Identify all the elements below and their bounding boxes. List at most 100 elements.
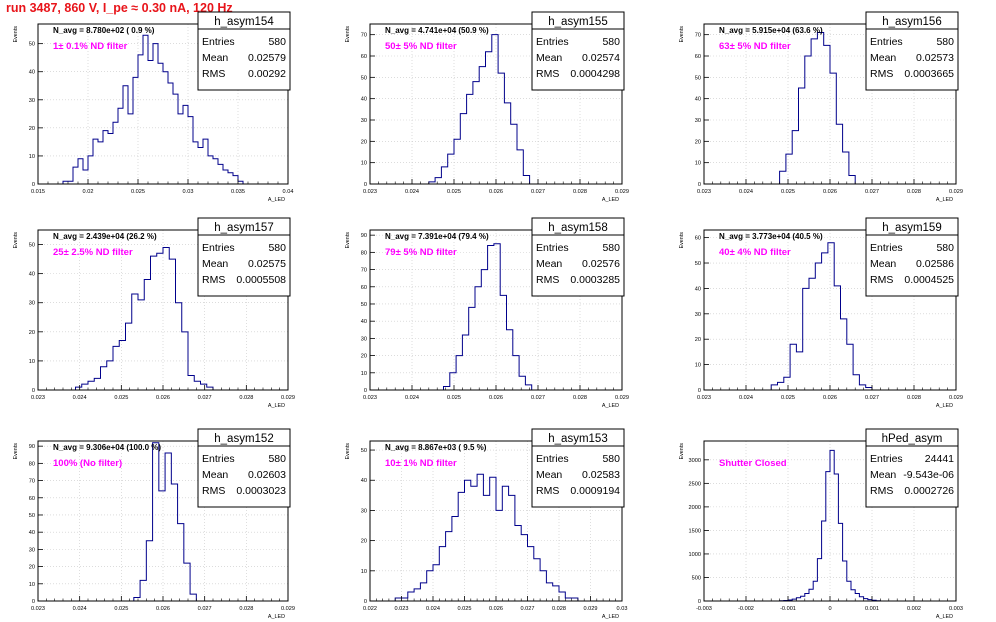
x-tick-label: 0.03 [617,606,628,612]
x-tick-label: 0.025 [114,606,128,612]
stats-value-rms: 0.00292 [248,68,286,80]
stats-key: RMS [202,485,225,497]
stats-title: h_asym156 [882,16,941,28]
x-tick-label: 0.029 [949,189,963,195]
y-tick-label: 1500 [689,528,701,534]
y-tick-label: 60 [29,496,35,502]
x-axis-label: A_LED [936,197,953,203]
stats-value-entries: 580 [936,242,954,254]
x-tick-label: 0.03 [183,189,194,195]
stats-value-rms: 0.0005508 [236,274,286,286]
stats-box [531,217,625,297]
stats-value-mean: 0.02575 [248,258,286,270]
stats-key: RMS [202,274,225,286]
histogram-panel-h_asym155: 0.023 0.024 0.025 0.026 0.027 0.028 0.029 0 10 20… [345,11,629,203]
y-tick-label: 40 [695,286,701,292]
stats-key: Entries [536,36,569,48]
navg-label: N_avg = 7.391e+04 (79.4 %) [385,232,489,241]
stats-box [865,217,959,297]
stats-key: RMS [870,485,893,497]
x-tick-label: 0.026 [823,395,837,401]
histogram-panel-h_asym156: 0.023 0.024 0.025 0.026 0.027 0.028 0.029 0 10 20… [679,11,963,203]
x-tick-label: 0.029 [281,606,295,612]
y-tick-label: 10 [29,582,35,588]
y-tick-label: 20 [29,565,35,571]
stats-value-entries: 580 [936,36,954,48]
navg-label: N_avg = 4.741e+04 (50.9 %) [385,26,489,35]
x-axis-label: A_LED [268,614,285,620]
y-tick-label: 90 [361,233,367,239]
histogram-panel-h_asym153: 0.022 0.023 0.024 0.025 0.026 0.027 0.028 0.029… [345,428,628,620]
histogram-panel-h_asym152: 0.023 0.024 0.025 0.026 0.027 0.028 0.029 0 10 20… [13,428,295,620]
x-tick-label: 0.026 [156,395,170,401]
stats-key: Entries [536,242,569,254]
histogram-steps [779,32,856,184]
histogram-panel-h_asym157: 0.023 0.024 0.025 0.026 0.027 0.028 0.029 0 10 20… [13,217,295,409]
stats-title: h_asym157 [214,222,273,234]
y-tick-label: 10 [361,161,367,167]
y-tick-label: 60 [695,54,701,60]
y-tick-label: 60 [695,236,701,242]
x-tick-label: 0.029 [615,189,629,195]
x-tick-label: 0.028 [907,395,921,401]
histogram-steps [443,243,533,390]
navg-label: N_avg = 9.306e+04 (100.0 %) [53,443,161,452]
x-axis-label: A_LED [936,614,953,620]
y-tick-label: 70 [695,33,701,39]
x-tick-label: 0.028 [907,189,921,195]
y-tick-label: 50 [361,448,367,454]
x-tick-label: 0.035 [231,189,245,195]
x-tick-label: 0.023 [697,189,711,195]
stats-value-rms: 0.0003023 [236,485,286,497]
stats-value-mean: 0.02579 [248,52,286,64]
y-tick-label: 30 [361,336,367,342]
y-tick-label: 20 [361,354,367,360]
x-tick-label: 0.003 [949,606,963,612]
x-tick-label: 0.023 [363,189,377,195]
histogram-panel-h_asym154: 0.015 0.02 0.025 0.03 0.035 0.04 0 10 20 30 40 50 Ev… [13,11,293,203]
filter-label: 25± 2.5% ND filter [53,247,133,258]
stats-key: Mean [536,52,562,64]
x-tick-label: 0.026 [489,395,503,401]
stats-value-entries: 580 [602,36,620,48]
y-axis-label: Events [679,443,685,460]
y-tick-label: 40 [695,97,701,103]
y-tick-label: 10 [695,363,701,369]
y-tick-label: 40 [361,319,367,325]
x-tick-label: 0.026 [489,189,503,195]
stats-key: RMS [536,68,559,80]
y-tick-label: 30 [695,118,701,124]
stats-key: Mean [202,52,228,64]
stats-value-rms: 0.0003285 [570,274,620,286]
stats-value-mean: 0.02573 [916,52,954,64]
stats-box [531,428,625,508]
histogram-steps [428,34,531,184]
stats-value-entries: 580 [268,36,286,48]
stats-value-rms: 0.0009194 [570,485,620,497]
y-axis-label: Events [13,232,19,249]
y-tick-label: 0 [364,599,367,605]
y-tick-label: 20 [361,539,367,545]
x-tick-label: 0.025 [131,189,145,195]
x-tick-label: 0.022 [363,606,377,612]
stats-box [531,11,625,91]
stats-box [197,11,291,91]
stats-value-rms: 0.0002726 [904,485,954,497]
x-tick-label: 0.029 [281,395,295,401]
x-tick-label: 0.028 [239,606,253,612]
filter-label: 79± 5% ND filter [385,247,457,258]
x-tick-label: 0.028 [573,189,587,195]
y-tick-label: 50 [29,42,35,48]
x-tick-label: 0.023 [31,606,45,612]
navg-label: N_avg = 3.773e+04 (40.5 %) [719,232,823,241]
x-tick-label: 0.025 [447,395,461,401]
stats-key: Entries [202,36,235,48]
stats-value-entries: 24441 [925,453,954,465]
x-axis-label: A_LED [268,403,285,409]
stats-key: RMS [870,274,893,286]
stats-value-mean: 0.02583 [582,469,620,481]
y-tick-label: 70 [361,268,367,274]
stats-box [865,11,959,91]
x-axis-label: A_LED [602,614,619,620]
x-axis-label: A_LED [268,197,285,203]
